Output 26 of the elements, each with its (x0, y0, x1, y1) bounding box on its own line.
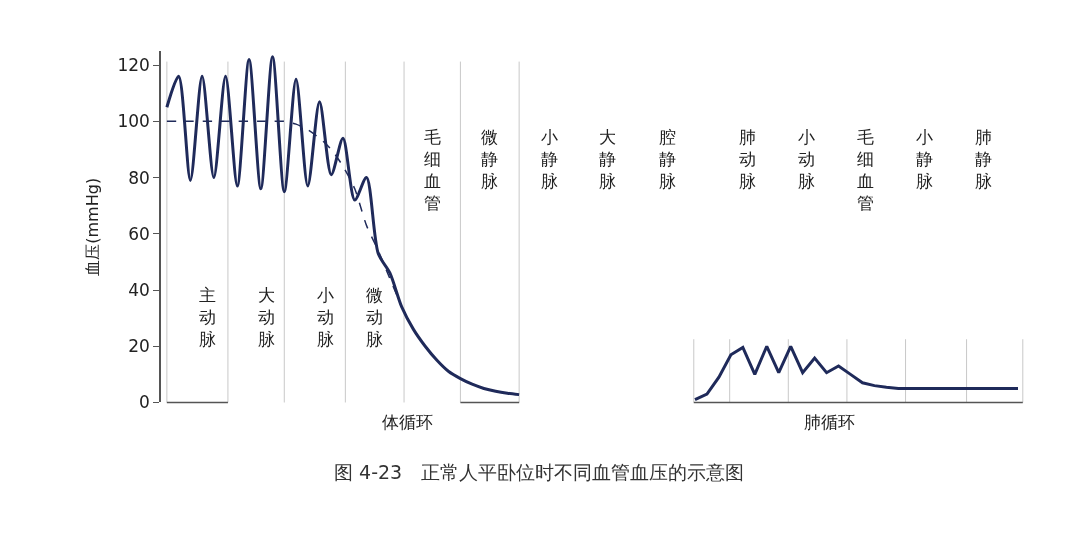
text: 腔静脉 (659, 127, 676, 192)
y-tick-label: 120 (117, 55, 150, 76)
text: 小静脉 (916, 127, 933, 192)
text: 肺动脉 (739, 127, 756, 192)
y-tick-label: 80 (128, 167, 150, 188)
text: 小静脉 (541, 127, 558, 192)
y-tick-label: 60 (128, 223, 150, 244)
text: 体循环 (382, 412, 433, 432)
text: 肺循环 (804, 412, 855, 432)
y-tick-label: 0 (139, 392, 150, 413)
annotation: 小动脉 (317, 285, 334, 350)
annotation: 主动脉 (199, 285, 216, 350)
y-axis-title: 血压(mmHg) (82, 177, 102, 276)
annotation: 微静脉 (481, 127, 498, 192)
text: 肺静脉 (975, 127, 992, 192)
text: 图 4-23 正常人平卧位时不同血管血压的示意图 (334, 461, 745, 483)
annotation: 微动脉 (366, 285, 383, 350)
text: 毛细血管 (857, 127, 874, 214)
y-tick-label: 100 (117, 111, 150, 132)
annotation: 毛细血管 (424, 127, 441, 214)
y-tick-label: 20 (128, 336, 150, 357)
annotation: 大动脉 (258, 285, 275, 350)
y-tick-label: 40 (128, 279, 150, 300)
line-series (165, 55, 521, 397)
text: 小动脉 (798, 127, 815, 192)
text: 大静脉 (599, 127, 616, 192)
